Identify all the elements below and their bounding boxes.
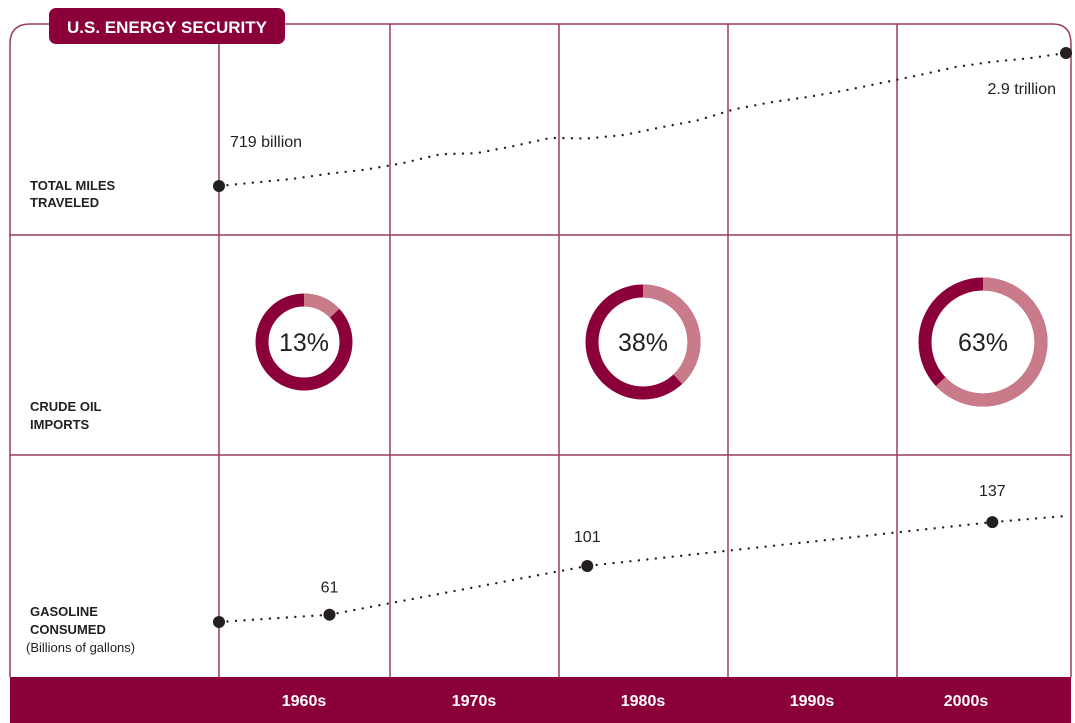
donut-import-share-1980s <box>585 284 701 400</box>
gasoline-start-point <box>213 616 225 628</box>
donut-import-share-1960s <box>255 293 353 391</box>
imports-donut-2000s: 63% <box>918 277 1048 407</box>
miles-start-point <box>213 180 225 192</box>
gasoline-value-label-101: 101 <box>574 529 601 546</box>
miles-dotted-line <box>217 51 1068 188</box>
row-label-gasoline-line1: GASOLINE <box>30 604 98 619</box>
decade-axis-bar <box>10 677 1071 723</box>
title-tab <box>49 8 285 44</box>
decade-label-1960s: 1960s <box>282 693 327 710</box>
row-sublabel-gasoline-unit: (Billions of gallons) <box>26 640 135 655</box>
donut-import-share-2000s <box>918 277 1048 407</box>
donut-value-label-2000s: 63% <box>958 329 1008 357</box>
gasoline-point-137 <box>986 516 999 529</box>
row-label-imports-line1: CRUDE OIL <box>30 399 102 414</box>
donut-value-label-1960s: 13% <box>279 329 329 357</box>
chart-title: U.S. ENERGY SECURITY <box>67 18 268 37</box>
gasoline-point-101 <box>581 559 594 572</box>
row-label-miles-line2: TRAVELED <box>30 195 99 210</box>
imports-donut-1980s: 38% <box>585 284 701 400</box>
donut-value-label-1980s: 38% <box>618 329 668 357</box>
gasoline-line-chart: 61 101 137 <box>213 483 1068 628</box>
decade-label-2000s: 2000s <box>944 693 989 710</box>
row-label-miles-line1: TOTAL MILES <box>30 178 116 193</box>
imports-donut-charts: 13% 38% 63% <box>255 277 1048 407</box>
miles-end-label: 2.9 trillion <box>988 81 1056 98</box>
gasoline-value-label-137: 137 <box>979 483 1006 500</box>
miles-line-chart: 719 billion 2.9 trillion <box>213 47 1072 192</box>
decade-label-1990s: 1990s <box>790 693 835 710</box>
row-label-imports-line2: IMPORTS <box>30 417 90 432</box>
gasoline-point-61 <box>323 608 336 621</box>
decade-label-1970s: 1970s <box>452 693 497 710</box>
miles-end-point <box>1060 47 1072 59</box>
gasoline-dotted-line <box>217 514 1068 624</box>
chart-frame <box>9 23 1072 677</box>
miles-start-label: 719 billion <box>230 134 302 151</box>
gasoline-value-label-61: 61 <box>321 580 339 597</box>
decade-label-1980s: 1980s <box>621 693 666 710</box>
row-label-gasoline-line2: CONSUMED <box>30 622 106 637</box>
imports-donut-1960s: 13% <box>255 293 353 391</box>
